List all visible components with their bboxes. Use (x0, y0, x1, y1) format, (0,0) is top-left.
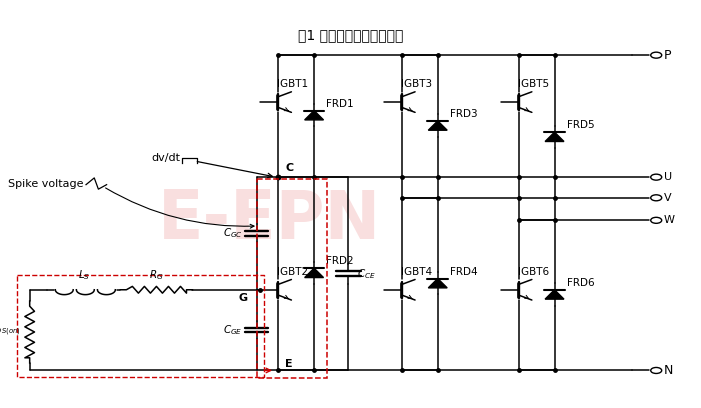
Text: IGBT6: IGBT6 (517, 267, 549, 277)
Text: FRD4: FRD4 (450, 266, 477, 277)
Polygon shape (305, 268, 324, 277)
Text: $C_{GE}$: $C_{GE}$ (224, 323, 243, 337)
Text: C: C (285, 163, 293, 173)
Text: FRD2: FRD2 (326, 256, 354, 266)
Text: IGBT5: IGBT5 (517, 79, 549, 89)
Text: IGBT3: IGBT3 (401, 79, 432, 89)
Text: E-EPN: E-EPN (158, 187, 381, 253)
Polygon shape (428, 121, 447, 130)
Text: FRD6: FRD6 (566, 278, 594, 288)
Text: E: E (285, 359, 293, 368)
Polygon shape (545, 290, 564, 299)
Text: G: G (238, 293, 247, 303)
Text: IGBT4: IGBT4 (401, 267, 432, 277)
Text: U: U (664, 172, 672, 182)
Polygon shape (305, 111, 324, 120)
Polygon shape (545, 132, 564, 142)
Polygon shape (428, 279, 447, 288)
Text: $R_{DS(on)}$: $R_{DS(on)}$ (0, 322, 21, 338)
Text: V: V (664, 193, 672, 203)
Text: $R_G$: $R_G$ (149, 268, 163, 282)
Text: W: W (664, 215, 675, 225)
Text: FRD1: FRD1 (326, 99, 354, 109)
Text: FRD3: FRD3 (450, 109, 477, 119)
Text: dv/dt: dv/dt (151, 153, 180, 163)
Text: IGBT2: IGBT2 (277, 267, 308, 277)
Text: $C_{GC}$: $C_{GC}$ (223, 226, 243, 240)
Text: FRD5: FRD5 (566, 120, 594, 130)
Text: $L_S$: $L_S$ (78, 268, 90, 282)
Text: IGBT1: IGBT1 (277, 79, 308, 89)
Text: N: N (664, 364, 673, 377)
Text: $C_{CE}$: $C_{CE}$ (358, 267, 376, 281)
Text: Spike voltage: Spike voltage (8, 179, 84, 189)
Text: 图1 半桥电路寄生参数模型: 图1 半桥电路寄生参数模型 (298, 28, 403, 42)
Text: P: P (664, 49, 672, 62)
